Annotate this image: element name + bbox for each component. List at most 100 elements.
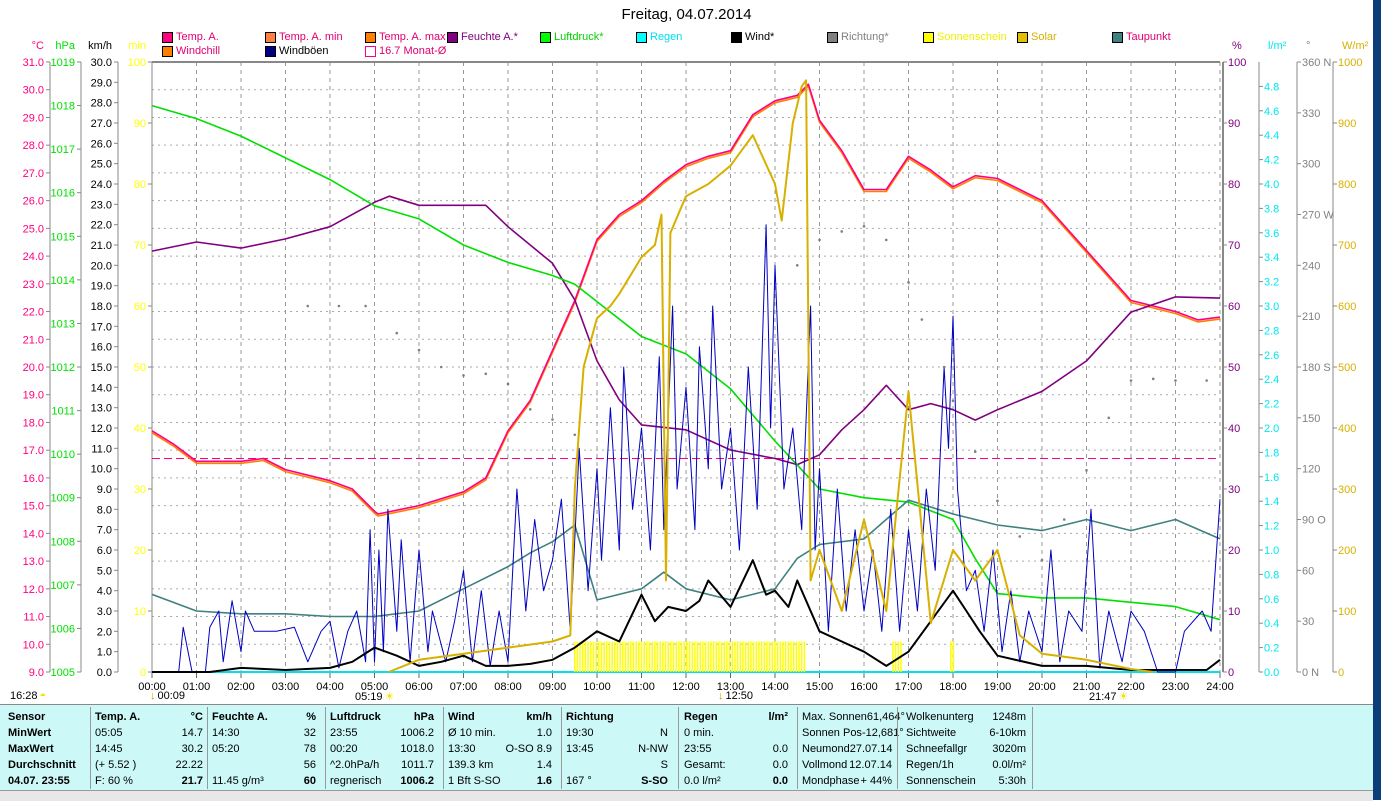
axis-label-kmh: 30.0 bbox=[91, 57, 112, 69]
x-tick-label: 16:00 bbox=[850, 681, 878, 693]
cell-value: 56 bbox=[303, 759, 316, 771]
axis-label-kmh: 16.0 bbox=[91, 342, 112, 354]
axis-label-temp: 24.0 bbox=[23, 251, 44, 263]
axis-label-kmh: 20.0 bbox=[91, 260, 112, 272]
axis-label-temp: 29.0 bbox=[23, 112, 44, 124]
axis-label-pct: 40 bbox=[1228, 423, 1240, 435]
axis-label-kmh: 25.0 bbox=[91, 159, 112, 171]
axis-label-solar: 900 bbox=[1338, 118, 1356, 130]
axis-label-hpa: 1019 bbox=[51, 57, 75, 69]
axis-label-kmh: 24.0 bbox=[91, 179, 112, 191]
moonset-time: 00:09 bbox=[157, 690, 186, 702]
axis-label-temp: 18.0 bbox=[23, 417, 44, 429]
window-edge bbox=[1373, 0, 1381, 800]
legend-swatch bbox=[827, 31, 838, 43]
column-unit: l/m² bbox=[768, 711, 788, 723]
axis-label-kmh: 1.0 bbox=[97, 647, 112, 659]
cell-label: 11.45 g/m³ bbox=[212, 775, 264, 787]
series-windb-en bbox=[152, 224, 1221, 673]
series-luftdruck bbox=[151, 104, 1221, 621]
axis-label-temp: 21.0 bbox=[23, 334, 44, 346]
axis-label-hpa: 1006 bbox=[51, 623, 75, 635]
legend-swatch bbox=[365, 31, 376, 43]
direction-dot bbox=[1040, 558, 1044, 562]
axis-label-kmh: 18.0 bbox=[91, 301, 112, 313]
sun-icon: ☀ bbox=[384, 691, 395, 703]
axis-label-rain: 3.8 bbox=[1264, 203, 1279, 215]
axis-label-kmh: 11.0 bbox=[91, 443, 112, 455]
legend-swatch bbox=[923, 31, 934, 43]
x-tick-label: 06:00 bbox=[405, 681, 433, 693]
axis-label-rain: 3.6 bbox=[1264, 228, 1279, 240]
legend-label: 16.7 Monat-Ø bbox=[379, 45, 447, 57]
cell-label: 23:55 bbox=[684, 743, 712, 755]
axis-label-kmh: 14.0 bbox=[91, 382, 112, 394]
axis-label-temp: 12.0 bbox=[23, 584, 44, 596]
moonset-marker: ↓ 00:09 bbox=[150, 690, 185, 702]
axis-label-rain: 2.4 bbox=[1264, 374, 1279, 386]
axis-label-pct: 20 bbox=[1228, 545, 1240, 557]
x-tick-label: 09:00 bbox=[539, 681, 567, 693]
x-tick-label: 20:00 bbox=[1028, 681, 1056, 693]
direction-dot bbox=[1129, 379, 1133, 382]
axis-label-rain: 1.8 bbox=[1264, 447, 1279, 459]
axis-label-kmh: 9.0 bbox=[97, 484, 112, 496]
axis-label-hpa: 1009 bbox=[51, 493, 75, 505]
axis-label-hpa: 1011 bbox=[51, 406, 75, 418]
axis-label-kmh: 27.0 bbox=[91, 118, 112, 130]
column-unit: °C bbox=[190, 711, 203, 723]
axis-label-kmh: 10.0 bbox=[91, 464, 112, 476]
axis-label-rain: 3.4 bbox=[1264, 252, 1279, 264]
axis-label-dir: 300 bbox=[1302, 159, 1320, 171]
axis-label-rain: 3.2 bbox=[1264, 277, 1279, 289]
cell-label: 139.3 km bbox=[448, 759, 494, 771]
axis-label-pct: 30 bbox=[1228, 484, 1240, 496]
axis-label-solar: 200 bbox=[1338, 545, 1356, 557]
cell-label: 14:30 bbox=[212, 727, 240, 739]
cell-value: 22.22 bbox=[175, 759, 203, 771]
axis-label-temp: 28.0 bbox=[23, 140, 44, 152]
x-tick-label: 19:00 bbox=[984, 681, 1012, 693]
axis-label-rain: 1.2 bbox=[1264, 521, 1279, 533]
axis-label-kmh: 28.0 bbox=[91, 98, 112, 110]
direction-dot bbox=[1174, 379, 1177, 382]
cell-label: 05:05 bbox=[95, 727, 123, 739]
x-tick-label: 11:00 bbox=[628, 681, 655, 693]
direction-dot bbox=[973, 450, 977, 454]
axis-label-kmh: 13.0 bbox=[91, 403, 112, 415]
axis-label-solar: 700 bbox=[1338, 240, 1356, 252]
axis-label-hpa: 1018 bbox=[51, 101, 75, 113]
direction-dot bbox=[996, 499, 999, 503]
axis-label-hpa: 1005 bbox=[51, 667, 75, 679]
legend-swatch bbox=[1017, 31, 1028, 43]
direction-dot bbox=[1205, 379, 1208, 382]
axis-label-rain: 1.4 bbox=[1264, 496, 1279, 508]
axis-unit-pct: % bbox=[1232, 40, 1242, 52]
sunset-icon: ☀ bbox=[1118, 691, 1129, 703]
summary-column-rain: Regen l/m² 0 min. 23:55 0.0 Gesamt: 0.0 0.0 l/m… bbox=[684, 709, 788, 789]
cell-value: S-SO bbox=[641, 775, 668, 787]
cell-value: 61,464° bbox=[866, 711, 905, 723]
series-temp-a- bbox=[151, 83, 1221, 515]
direction-dot bbox=[528, 408, 532, 411]
axis-label-solar: 100 bbox=[1338, 606, 1356, 618]
legend-swatch bbox=[162, 31, 173, 43]
direction-dot bbox=[818, 238, 821, 242]
cell-value: 6-10km bbox=[989, 727, 1026, 739]
summary-column-misc: Wolkenunterg 1248m Sichtweite 6-10km Schneef… bbox=[906, 709, 1026, 789]
x-tick-label: 14:00 bbox=[761, 681, 789, 693]
axis-label-rain: 4.6 bbox=[1264, 106, 1279, 118]
axis-label-temp: 22.0 bbox=[23, 307, 44, 319]
axis-label-kmh: 23.0 bbox=[91, 199, 112, 211]
axis-label-rain: 1.6 bbox=[1264, 472, 1279, 484]
cell-label: Sichtweite bbox=[906, 727, 957, 739]
axis-label-hpa: 1010 bbox=[51, 449, 75, 461]
direction-dot bbox=[506, 382, 510, 386]
direction-dot bbox=[1107, 416, 1111, 420]
direction-dot bbox=[1018, 535, 1022, 538]
axis-label-temp: 13.0 bbox=[23, 556, 44, 568]
legend-item: Solar bbox=[1017, 31, 1057, 43]
axis-label-kmh: 7.0 bbox=[97, 525, 112, 537]
cell-value: N bbox=[660, 727, 668, 739]
axis-unit-kmh: km/h bbox=[88, 40, 112, 52]
